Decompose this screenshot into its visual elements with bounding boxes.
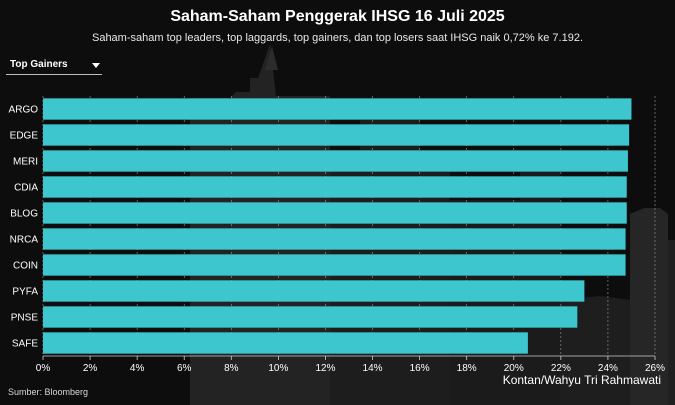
chevron-down-icon — [92, 63, 100, 68]
x-tick-label: 6% — [177, 363, 192, 374]
y-tick-label: PYFA — [12, 287, 38, 298]
bar — [43, 124, 630, 146]
x-tick-label: 8% — [224, 363, 239, 374]
x-tick-label: 22% — [551, 363, 571, 374]
bar — [43, 280, 585, 302]
y-tick-label: COIN — [13, 261, 38, 272]
bar — [43, 228, 626, 250]
x-tick-label: 24% — [598, 363, 618, 374]
dropdown-selected-value: Top Gainers — [10, 59, 68, 70]
source-note: Sumber: Bloomberg — [8, 387, 89, 397]
bar — [43, 332, 528, 354]
y-tick-label: MERI — [13, 157, 38, 168]
bar — [43, 150, 628, 172]
chart-subtitle: Saham-saham top leaders, top laggards, t… — [91, 32, 583, 44]
y-tick-label: CDIA — [14, 183, 38, 194]
chart-title: Saham-Saham Penggerak IHSG 16 Juli 2025 — [170, 8, 505, 25]
y-tick-label: NRCA — [10, 235, 39, 246]
bar — [43, 98, 632, 120]
x-tick-label: 0% — [36, 363, 51, 374]
bar — [43, 254, 626, 276]
bar — [43, 306, 578, 328]
x-tick-label: 4% — [130, 363, 145, 374]
x-tick-label: 14% — [363, 363, 383, 374]
category-dropdown[interactable]: Top Gainers — [6, 56, 102, 75]
bar — [43, 176, 627, 198]
x-tick-label: 20% — [504, 363, 524, 374]
y-tick-label: ARGO — [9, 105, 39, 116]
y-tick-label: SAFE — [12, 339, 38, 350]
x-tick-label: 18% — [457, 363, 477, 374]
y-tick-label: EDGE — [10, 131, 39, 142]
photo-credit: Kontan/Wahyu Tri Rahmawati — [502, 373, 661, 387]
y-tick-label: BLOG — [10, 209, 38, 220]
x-tick-label: 2% — [83, 363, 98, 374]
x-tick-label: 26% — [645, 363, 665, 374]
x-tick-label: 10% — [268, 363, 288, 374]
x-tick-label: 16% — [410, 363, 430, 374]
x-tick-label: 12% — [315, 363, 335, 374]
y-tick-label: PNSE — [11, 313, 39, 324]
bar — [43, 202, 627, 224]
